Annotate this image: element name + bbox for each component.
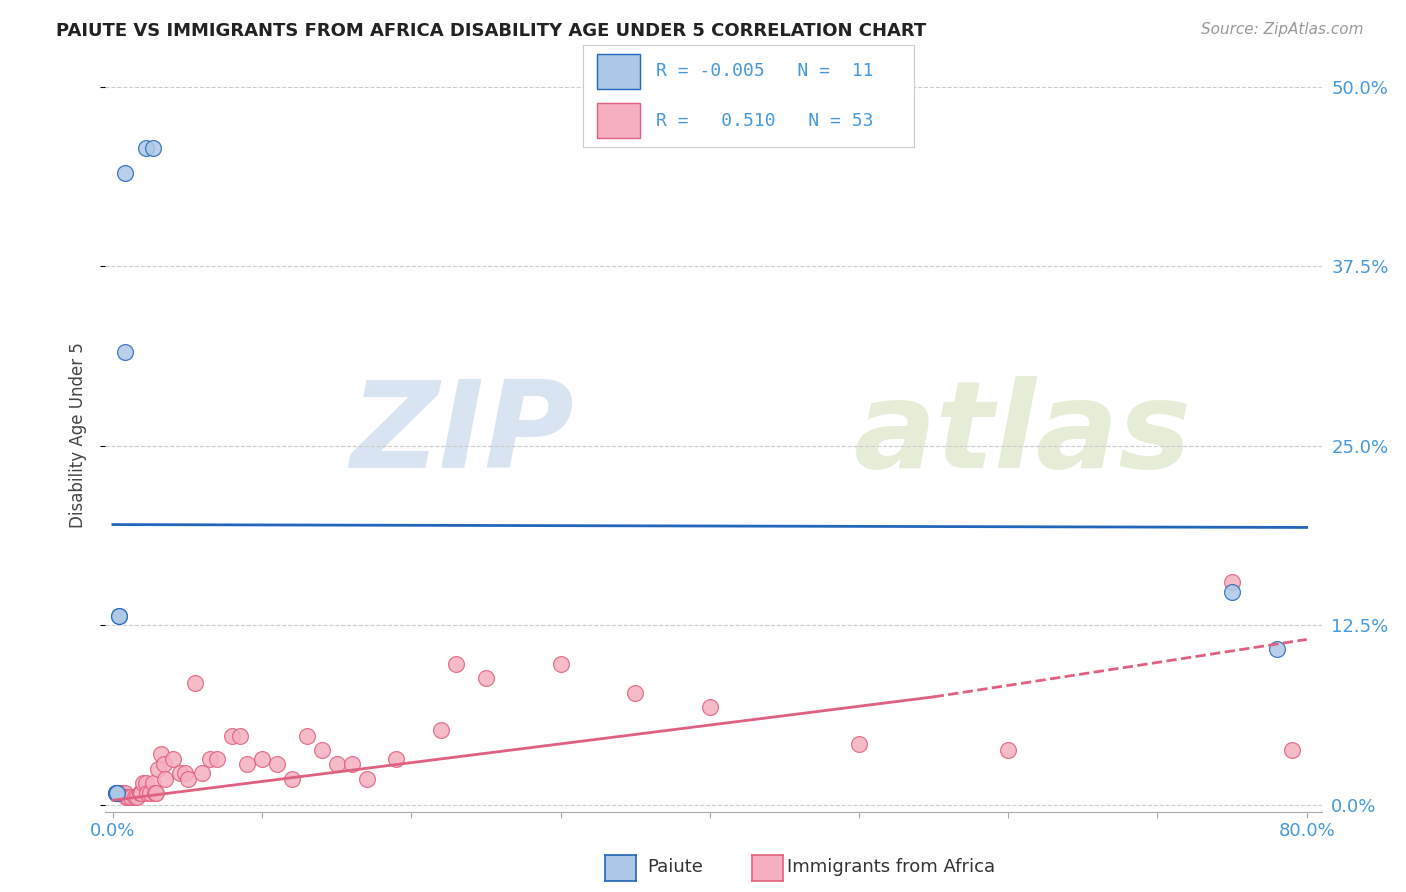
Point: [176, 772, 198, 786]
Point: [149, 747, 172, 762]
Point: [105, 786, 128, 800]
Text: Source: ZipAtlas.com: Source: ZipAtlas.com: [1201, 22, 1364, 37]
Point: [1281, 743, 1303, 757]
Point: [152, 757, 174, 772]
Point: [115, 790, 138, 805]
Point: [111, 786, 134, 800]
Point: [281, 772, 304, 786]
Text: Immigrants from Africa: Immigrants from Africa: [787, 858, 995, 876]
Point: [1220, 574, 1243, 589]
Point: [117, 790, 139, 805]
Point: [326, 757, 349, 772]
Point: [191, 766, 214, 780]
Point: [120, 790, 142, 805]
Bar: [596, 54, 640, 88]
Point: [430, 723, 453, 737]
Text: atlas: atlas: [853, 376, 1191, 493]
Point: [143, 786, 166, 800]
Point: [114, 166, 136, 180]
Point: [250, 751, 273, 765]
Point: [146, 762, 169, 776]
Point: [848, 737, 870, 751]
Point: [128, 786, 150, 800]
Text: PAIUTE VS IMMIGRANTS FROM AFRICA DISABILITY AGE UNDER 5 CORRELATION CHART: PAIUTE VS IMMIGRANTS FROM AFRICA DISABIL…: [56, 22, 927, 40]
Point: [184, 675, 207, 690]
Y-axis label: Disability Age Under 5: Disability Age Under 5: [69, 342, 87, 528]
Point: [385, 751, 408, 765]
Point: [132, 776, 155, 790]
Text: Paiute: Paiute: [647, 858, 703, 876]
Point: [198, 751, 221, 765]
Point: [108, 786, 131, 800]
Point: [114, 345, 136, 359]
Point: [153, 772, 176, 786]
Point: [699, 700, 721, 714]
Point: [162, 751, 184, 765]
Point: [136, 786, 159, 800]
Point: [207, 751, 229, 765]
Point: [110, 786, 132, 800]
Point: [142, 776, 165, 790]
Point: [129, 786, 152, 800]
Text: R = -0.005   N =  11: R = -0.005 N = 11: [657, 62, 873, 80]
Point: [139, 786, 162, 800]
Point: [104, 786, 127, 800]
Point: [1265, 642, 1288, 657]
Point: [997, 743, 1019, 757]
Point: [108, 609, 131, 624]
Point: [340, 757, 363, 772]
Point: [550, 657, 572, 671]
Point: [221, 729, 243, 743]
Point: [105, 786, 128, 800]
Point: [104, 786, 127, 800]
Point: [125, 790, 148, 805]
Point: [145, 786, 167, 800]
Point: [124, 790, 146, 805]
Point: [229, 729, 252, 743]
Point: [356, 772, 378, 786]
Point: [135, 776, 157, 790]
Bar: [596, 103, 640, 138]
Point: [295, 729, 318, 743]
Point: [475, 671, 498, 685]
Point: [266, 757, 288, 772]
Point: [444, 657, 467, 671]
Point: [311, 743, 333, 757]
Point: [114, 786, 136, 800]
Point: [624, 685, 647, 699]
Point: [135, 141, 157, 155]
Point: [108, 609, 131, 624]
Point: [236, 757, 259, 772]
Point: [173, 766, 195, 780]
Text: ZIP: ZIP: [350, 376, 574, 493]
Text: R =   0.510   N = 53: R = 0.510 N = 53: [657, 112, 873, 129]
Point: [142, 141, 165, 155]
Point: [169, 766, 191, 780]
Point: [1220, 585, 1243, 599]
